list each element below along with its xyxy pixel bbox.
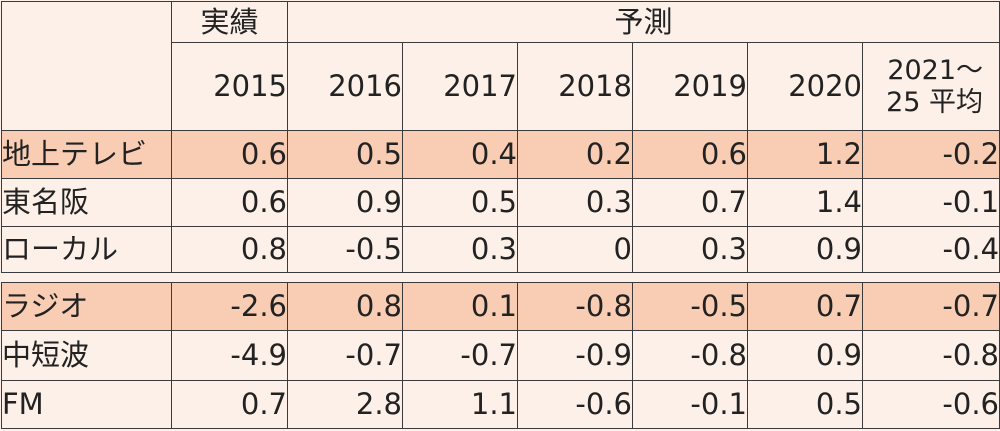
year-2020: 2020: [747, 42, 863, 131]
year-avg: 2021〜 25 平均: [861, 42, 1000, 131]
table-row: 地上テレビ 0.6 0.5 0.4 0.2 0.6 1.2 -0.2: [1, 130, 1000, 179]
table-cell: -0.4: [861, 226, 1000, 273]
table-cell: -0.7: [402, 330, 518, 381]
table-cell: 0.6: [171, 178, 288, 227]
table-cell: 1.2: [747, 130, 863, 179]
year-avg-line1: 2021〜: [887, 55, 984, 87]
table-cell: 0.5: [402, 178, 518, 227]
row-label: ローカル: [1, 226, 172, 273]
table-cell: -0.7: [862, 282, 1000, 331]
table-cell: -0.1: [861, 178, 1000, 227]
table-cell: -0.8: [862, 330, 1000, 381]
table-cell: 2.8: [287, 380, 403, 429]
row-label: 東名阪: [1, 178, 172, 227]
header-actual: 実績: [171, 1, 288, 43]
table-cell: -4.9: [171, 330, 288, 381]
year-2017: 2017: [402, 42, 518, 131]
table-cell: -0.5: [287, 226, 403, 273]
table-row: ラジオ -2.6 0.8 0.1 -0.8 -0.5 0.7 -0.7: [1, 282, 1000, 331]
header-row-top: 実績 予測: [1, 1, 1000, 131]
table-row: ローカル 0.8 -0.5 0.3 0 0.3 0.9 -0.4: [1, 226, 1000, 273]
table-cell: -0.9: [517, 330, 633, 381]
table-cell: 0.8: [287, 282, 403, 331]
header-forecast: 予測: [286, 1, 1000, 43]
year-2015: 2015: [171, 42, 288, 131]
table-cell: 0.3: [517, 178, 633, 227]
table-cell: 0.8: [171, 226, 288, 273]
table-cell: -0.7: [287, 330, 403, 381]
row-label: FM: [1, 380, 172, 429]
table-top: 実績 予測 2015 2016 2017 2018 2019 2020 2021…: [1, 1, 1000, 273]
row-label: 地上テレビ: [1, 130, 172, 179]
year-avg-line2: 25 平均: [886, 86, 984, 118]
table-cell: 0.7: [171, 380, 288, 429]
table-cell: 1.1: [402, 380, 518, 429]
table-cell: 0.5: [747, 380, 863, 429]
header-corner: [1, 1, 172, 131]
table-cell: 0.5: [287, 130, 403, 179]
year-2018: 2018: [517, 42, 633, 131]
table-cell: 0.9: [747, 226, 863, 273]
year-2019: 2019: [632, 42, 748, 131]
table-cell: 0.4: [402, 130, 518, 179]
table-cell: 0: [517, 226, 633, 273]
table-cell: 0.7: [632, 178, 748, 227]
row-label: 中短波: [1, 330, 172, 381]
table-cell: -0.8: [517, 282, 633, 331]
table-bottom: ラジオ -2.6 0.8 0.1 -0.8 -0.5 0.7 -0.7 中短波 -4.9 -0.7-…: [1, 282, 1000, 429]
table-cell: 0.9: [287, 178, 403, 227]
table-cell: -0.8: [632, 330, 748, 381]
year-2016: 2016: [287, 42, 403, 131]
table-cell: 1.4: [747, 178, 863, 227]
table-cell: -2.6: [171, 282, 288, 331]
table-cell: 0.3: [632, 226, 748, 273]
table-row: FM 0.7 2.8 1.1 -0.6 -0.1 0.5 -0.6: [1, 380, 1000, 429]
table-cell: -0.2: [861, 130, 1000, 179]
table-cell: 0.2: [517, 130, 633, 179]
table-cell: 0.7: [747, 282, 863, 331]
table-cell: 0.6: [632, 130, 748, 179]
table-row: 中短波 -4.9 -0.7 -0.7 -0.9 -0.8 0.9 -0.8: [1, 330, 1000, 381]
table-cell: 0.6: [171, 130, 288, 179]
table-cell: 0.1: [402, 282, 518, 331]
table-cell: -0.6: [517, 380, 633, 429]
table-cell: 0.9: [747, 330, 863, 381]
table-cell: -0.6: [862, 380, 1000, 429]
table-cell: -0.1: [632, 380, 748, 429]
table-cell: 0.3: [402, 226, 518, 273]
row-label: ラジオ: [1, 282, 172, 331]
table-cell: -0.5: [632, 282, 748, 331]
table-row: 東名阪 0.6 0.9 0.5 0.3 0.7 1.4 -0.1: [1, 178, 1000, 227]
